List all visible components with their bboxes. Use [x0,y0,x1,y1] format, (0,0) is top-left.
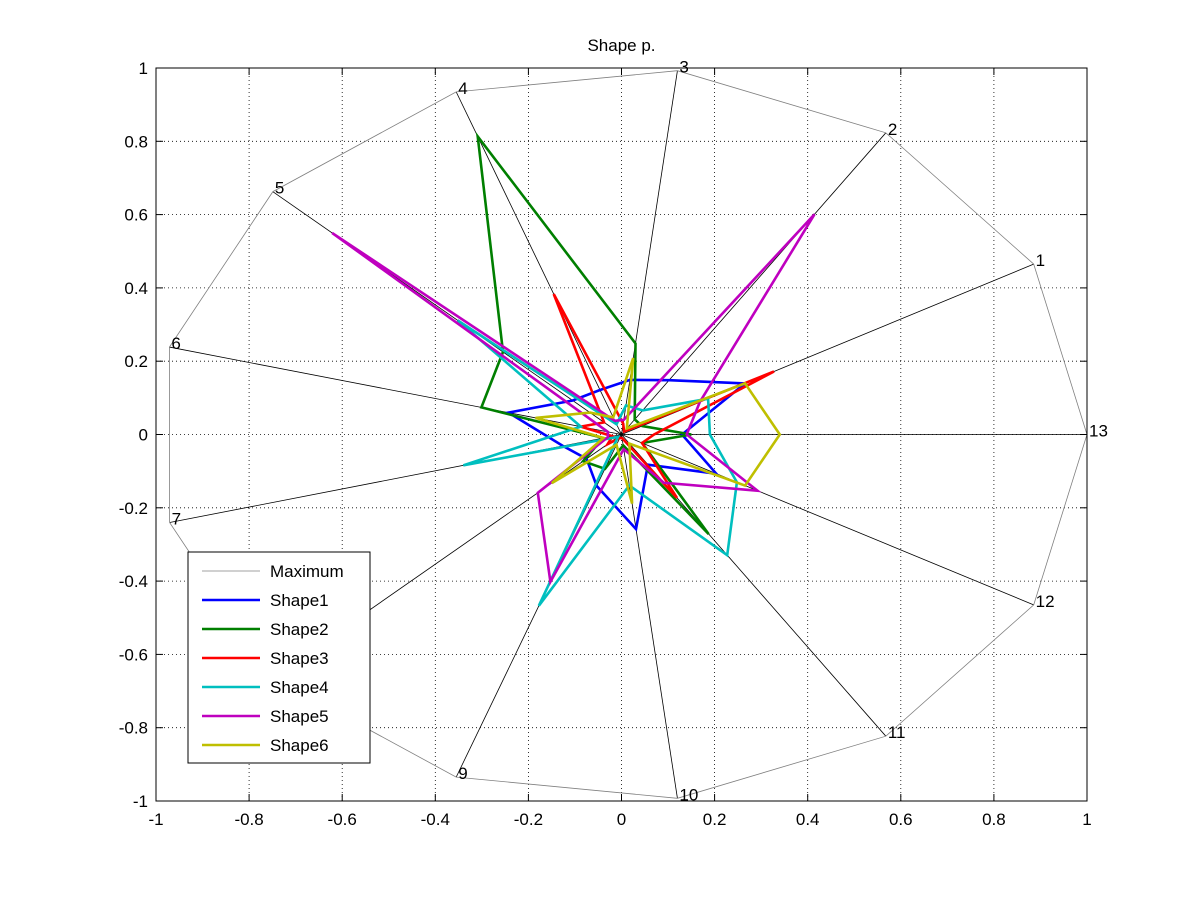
legend-entry: Shape5 [270,707,329,726]
legend-entry: Shape2 [270,620,329,639]
radar-spoke [272,191,622,435]
chart-title: Shape p. [587,36,655,55]
legend-entry: Maximum [270,562,344,581]
spoke-label: 12 [1036,592,1055,611]
y-tick-label: -1 [133,792,148,811]
y-tick-label: 0.6 [124,206,148,225]
axis-ticks: -1 -0.8 -0.6 -0.4 -0.2 0 0.2 0.4 0.6 0.8 1 -1 -0.8 -0… [119,59,1092,829]
x-tick-label: -1 [148,810,163,829]
spoke-label: 7 [172,510,181,529]
spoke-label: 4 [458,79,467,98]
spoke-label: 2 [888,120,897,139]
x-tick-label: -0.8 [234,810,263,829]
x-tick-label: 1 [1082,810,1091,829]
spoke-label: 1 [1036,251,1045,270]
x-tick-label: 0 [617,810,626,829]
x-tick-label: -0.2 [514,810,543,829]
series-line-shape4 [456,319,739,607]
y-tick-label: 0.8 [124,132,148,151]
legend-entry: Shape4 [270,678,329,697]
y-tick-label: 1 [139,59,148,78]
y-tick-label: -0.4 [119,572,148,591]
radar-spoke [621,132,887,435]
legend: Maximum Shape1 Shape2 Shape3 Shape4 Shape5 Sha… [187,551,371,764]
series-line-shape6 [535,357,782,504]
spoke-label: 5 [275,179,284,198]
y-tick-label: -0.8 [119,719,148,738]
radar-spoke [455,91,622,435]
spoke-label: 6 [171,334,180,353]
series-line-shape3 [552,293,775,499]
spoke-label: 13 [1089,422,1108,441]
legend-entry: Shape3 [270,649,329,668]
y-tick-label: -0.2 [119,499,148,518]
y-tick-label: 0 [139,426,148,445]
x-tick-label: 0.6 [889,810,913,829]
x-tick-label: 0.4 [796,810,820,829]
spoke-label: 11 [888,723,906,742]
radar-spoke [621,434,1034,606]
y-tick-label: 0.2 [124,352,148,371]
x-tick-label: 0.2 [703,810,727,829]
spoke-label: 3 [679,58,688,77]
x-tick-label: -0.4 [421,810,450,829]
x-tick-label: 0.8 [982,810,1006,829]
spoke-label: 10 [679,785,698,804]
y-tick-label: 0.4 [124,279,148,298]
y-tick-label: -0.6 [119,645,148,664]
x-tick-label: -0.6 [328,810,357,829]
spoke-label: 9 [458,764,467,783]
legend-entry: Shape1 [270,591,329,610]
legend-entry: Shape6 [270,736,329,755]
